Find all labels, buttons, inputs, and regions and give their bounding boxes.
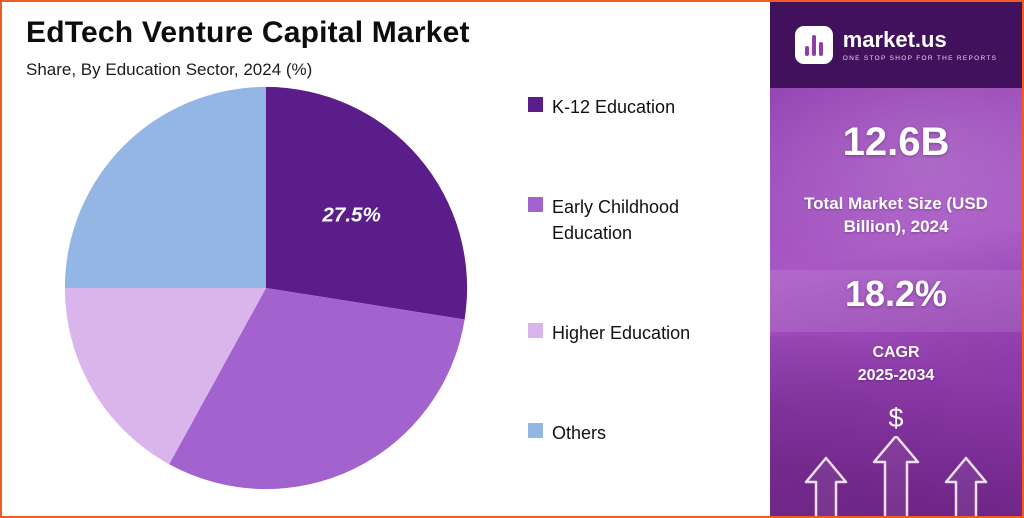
legend-item: K-12 Education — [528, 94, 758, 120]
legend-item: Others — [528, 420, 758, 446]
legend-swatch — [528, 422, 543, 438]
legend-label: Higher Education — [552, 322, 691, 343]
legend-label: K-12 Education — [552, 97, 676, 117]
pie-chart-svg: 27.5% — [64, 86, 468, 490]
legend-label: Others — [552, 422, 607, 443]
logo-name: market.us — [842, 26, 947, 52]
logo-tagline: ONE STOP SHOP FOR THE REPORTS — [842, 55, 998, 63]
brand-logo: market.us ONE STOP SHOP FOR THE REPORTS — [770, 2, 1022, 88]
chart-subtitle: Share, By Education Sector, 2024 (%) — [26, 60, 313, 79]
cagr-label-line1: CAGR — [872, 343, 920, 361]
pie-slice — [64, 86, 267, 289]
legend-swatch — [528, 196, 543, 212]
side-panel: market.us ONE STOP SHOP FOR THE REPORTS … — [770, 2, 1022, 516]
growth-arrows-icon — [788, 434, 1004, 516]
logo-text-block: market.us ONE STOP SHOP FOR THE REPORTS — [843, 28, 998, 62]
chart-legend: K-12 Education Early Childhood Education H… — [528, 94, 758, 446]
legend-item: Early Childhood Education — [528, 194, 758, 246]
chart-area: EdTech Venture Capital Market Share, By … — [2, 2, 770, 516]
pie-slice — [64, 288, 267, 465]
pie-slice — [266, 86, 468, 320]
pie-slice — [169, 288, 465, 490]
marketus-logo-icon — [794, 26, 833, 64]
cagr-value: 18.2% — [844, 272, 948, 314]
legend-item: Higher Education — [528, 320, 758, 346]
pie-data-label: 27.5% — [321, 204, 380, 227]
legend-swatch — [528, 97, 543, 112]
panel-content: 12.6B Total Market Size (USD Billion), 2… — [770, 120, 1022, 434]
cagr-label: CAGR 2025-2034 — [784, 341, 1008, 387]
pie-chart: 27.5% — [60, 82, 472, 494]
market-size-label: Total Market Size (USD Billion), 2024 — [804, 194, 988, 236]
legend-label: Early Childhood Education — [552, 196, 680, 244]
legend-swatch — [528, 322, 543, 338]
market-size-value: 12.6B — [842, 120, 950, 164]
cagr-label-line2: 2025-2034 — [857, 367, 935, 385]
dollar-icon: $ — [888, 403, 904, 434]
chart-row: 27.5% K-12 Education Early Childhood Educ… — [26, 82, 770, 494]
page-title: EdTech Venture Capital Market — [26, 16, 470, 49]
